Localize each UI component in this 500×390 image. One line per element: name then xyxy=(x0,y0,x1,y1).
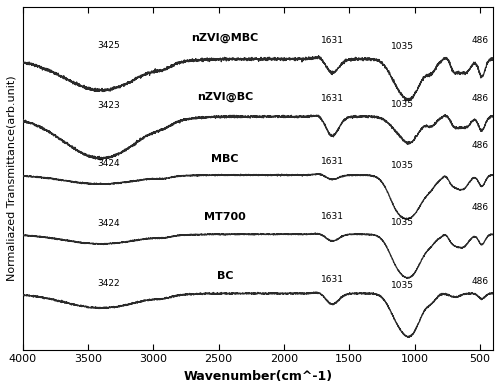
X-axis label: Wavenumber(cm^-1): Wavenumber(cm^-1) xyxy=(183,370,332,383)
Text: 1631: 1631 xyxy=(320,157,344,166)
Text: 486: 486 xyxy=(472,94,488,103)
Text: MT700: MT700 xyxy=(204,212,246,222)
Text: 1035: 1035 xyxy=(392,281,414,290)
Text: 3424: 3424 xyxy=(98,219,120,228)
Text: 486: 486 xyxy=(472,277,488,286)
Text: 1631: 1631 xyxy=(320,212,344,221)
Text: 1631: 1631 xyxy=(320,94,344,103)
Text: nZVI@MBC: nZVI@MBC xyxy=(192,32,258,43)
Text: 1035: 1035 xyxy=(392,42,414,51)
Text: BC: BC xyxy=(217,271,234,282)
Text: nZVI@BC: nZVI@BC xyxy=(197,92,253,102)
Text: 1035: 1035 xyxy=(392,218,414,227)
Text: 1035: 1035 xyxy=(392,161,414,170)
Text: 486: 486 xyxy=(472,141,488,150)
Text: 3425: 3425 xyxy=(98,41,120,50)
Text: MBC: MBC xyxy=(212,154,239,165)
Text: 3422: 3422 xyxy=(98,280,120,289)
Text: 486: 486 xyxy=(472,203,488,212)
Y-axis label: Normaliazed Transmittance(arb.unit): Normaliazed Transmittance(arb.unit) xyxy=(7,76,17,281)
Text: 3424: 3424 xyxy=(98,159,120,168)
Text: 1631: 1631 xyxy=(320,275,344,284)
Text: 1631: 1631 xyxy=(320,36,344,45)
Text: 486: 486 xyxy=(472,36,488,45)
Text: 1035: 1035 xyxy=(392,100,414,109)
Text: 3423: 3423 xyxy=(98,101,120,110)
